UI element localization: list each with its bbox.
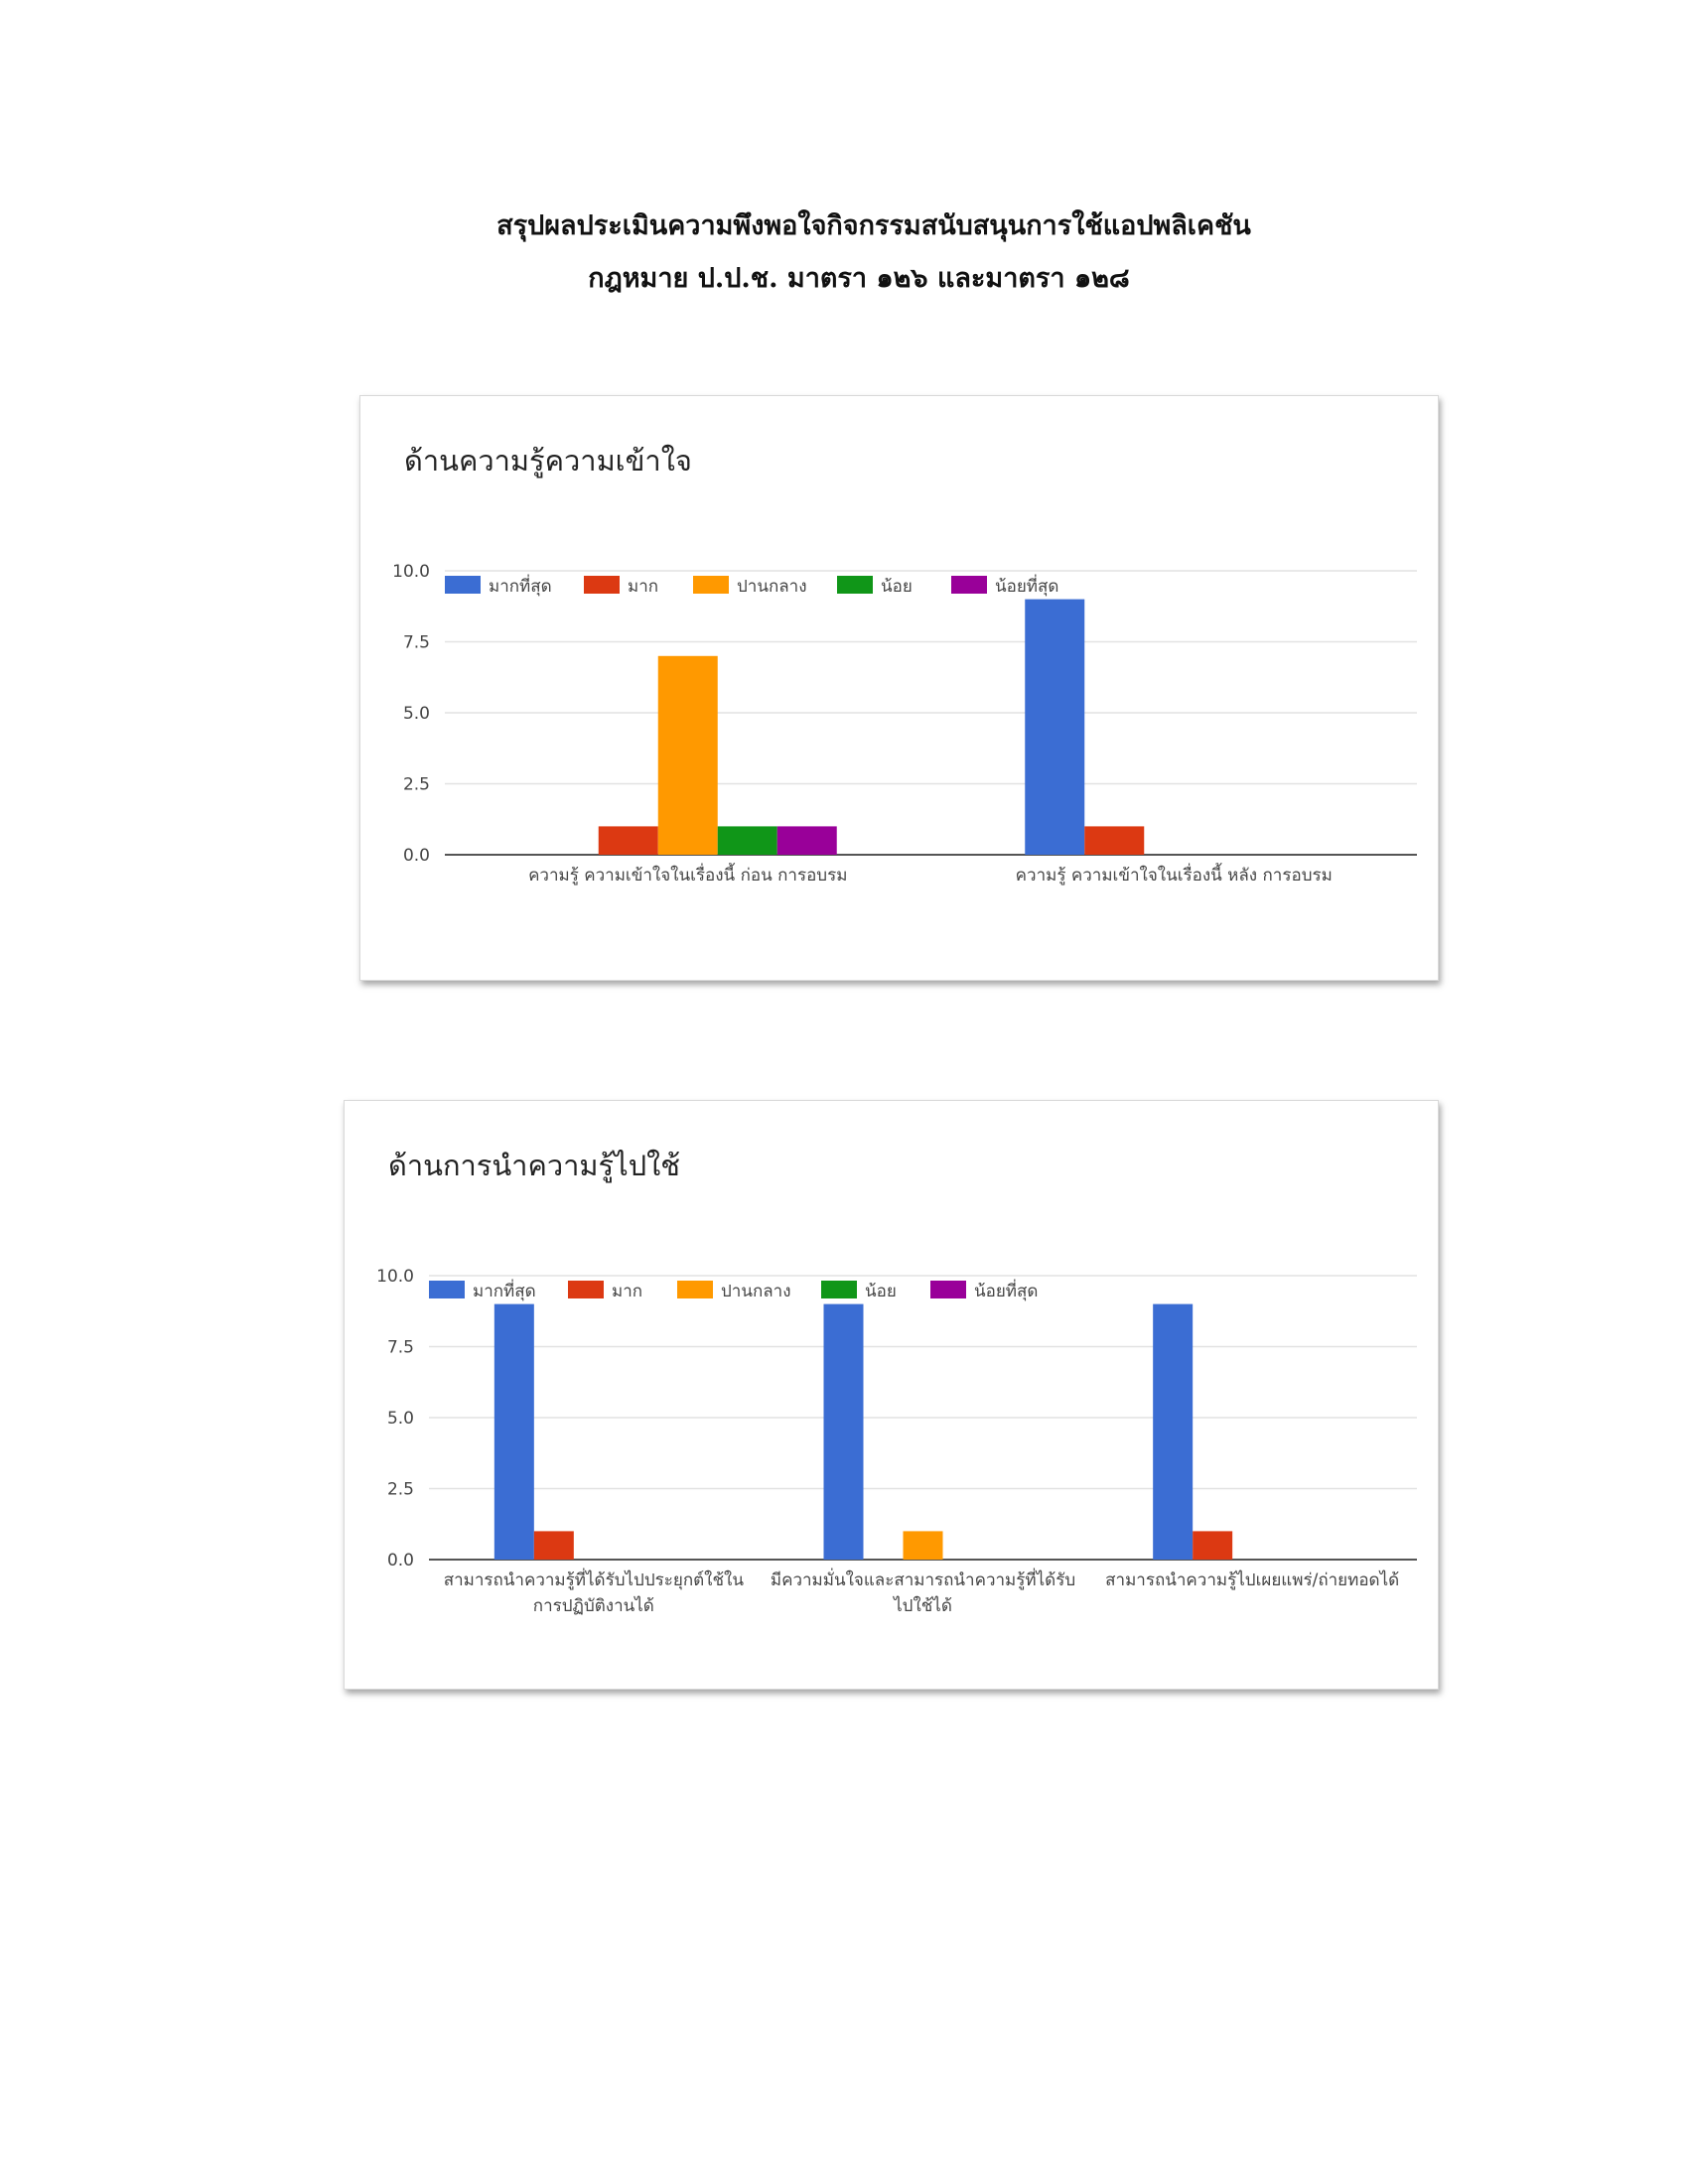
bar [717,826,777,855]
chart-title: ด้านความรู้ความเข้าใจ [404,444,692,478]
x-category-label: มีความมั่นใจและสามารถนำความรู้ที่ได้รับ [771,1568,1075,1590]
legend-swatch [677,1281,713,1298]
legend-label: น้อย [881,577,913,597]
document-title-line-1: สรุปผลประเมินความพึงพอใจกิจกรรมสนับสนุนก… [496,210,1251,241]
legend-label: มากที่สุด [489,574,552,597]
legend-swatch [584,576,620,594]
bar-chart-application: ด้านการนำความรู้ไปใช้ 0.0 2.5 5.0 7.5 10.0 มาก… [376,1149,1417,1616]
x-category-label: สามารถนำความรู้ที่ได้รับไปประยุกต์ใช้ใน [444,1568,745,1590]
legend-label: น้อยที่สุด [974,1279,1038,1301]
bar [1025,599,1085,855]
x-category-label: ความรู้ ความเข้าใจในเรื่องนี้ ก่อน การอบ… [528,863,847,886]
legend-swatch [445,576,481,594]
document-title-line-2: กฎหมาย ป.ป.ช. มาตรา ๑๒๖ และมาตรา ๑๒๘ [588,263,1130,294]
bar [903,1531,943,1560]
legend-swatch [951,576,987,594]
legend-label: มากที่สุด [473,1279,536,1301]
legend-swatch [568,1281,604,1298]
bar [493,1303,534,1560]
bar [1193,1531,1233,1560]
y-tick-label: 10.0 [392,562,430,582]
legend-label: ปานกลาง [737,577,807,597]
y-tick-label: 2.5 [403,775,430,795]
chart-title: ด้านการนำความรู้ไปใช้ [388,1149,680,1183]
legend-label: ปานกลาง [721,1282,791,1301]
x-category-label: การปฏิบัติงานได้ [533,1595,654,1616]
y-tick-label: 5.0 [403,704,430,724]
bar-chart-knowledge: ด้านความรู้ความเข้าใจ 0.0 2.5 5.0 7.5 10.0 มาก… [392,444,1417,886]
legend-label: มาก [628,577,658,597]
legend-swatch [429,1281,465,1298]
bar [1084,826,1145,855]
legend-label: น้อยที่สุด [995,574,1058,597]
x-category-label: ความรู้ ความเข้าใจในเรื่องนี้ หลัง การอบ… [1016,863,1333,886]
legend-swatch [930,1281,966,1298]
bar [657,655,718,855]
y-tick-label: 5.0 [387,1409,414,1429]
bar [533,1531,574,1560]
bar [823,1303,864,1560]
chart-card-knowledge: ด้านความรู้ความเข้าใจ 0.0 2.5 5.0 7.5 10.0 มาก… [359,395,1439,981]
bar [598,826,658,855]
x-category-label: สามารถนำความรู้ไปเผยแพร่/ถ่ายทอดได้ [1105,1570,1399,1590]
chart-card-application: ด้านการนำความรู้ไปใช้ 0.0 2.5 5.0 7.5 10.0 มาก… [344,1100,1439,1690]
legend-swatch [837,576,873,594]
legend-label: น้อย [865,1282,897,1301]
y-tick-label: 0.0 [403,846,430,866]
x-category-label: ไปใช้ได้ [892,1595,952,1616]
bar [1153,1303,1194,1560]
y-tick-label: 7.5 [387,1338,414,1358]
legend-swatch [693,576,729,594]
legend-label: มาก [612,1282,642,1301]
legend-swatch [821,1281,857,1298]
bar [776,826,837,855]
y-tick-label: 7.5 [403,633,430,653]
y-tick-label: 0.0 [387,1551,414,1570]
y-tick-label: 10.0 [376,1267,414,1287]
y-tick-label: 2.5 [387,1480,414,1500]
